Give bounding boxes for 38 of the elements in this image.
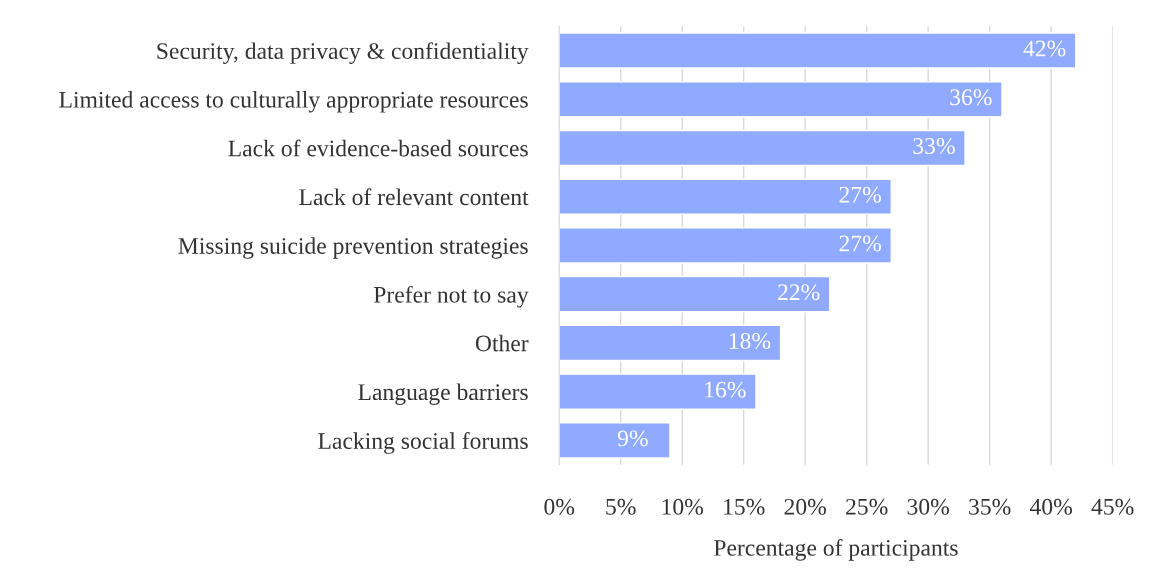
x-tick-label: 30% — [907, 498, 949, 515]
bar — [559, 129, 966, 167]
y-tick-label: Security, data privacy & confidentiality — [157, 42, 529, 64]
x-tick-label: 40% — [1029, 498, 1072, 515]
bar — [559, 178, 892, 215]
y-tick-label: Lack of relevant content — [299, 188, 529, 206]
data-label: 42% — [1023, 40, 1066, 57]
y-tick-label: Lacking social forums — [318, 432, 528, 454]
x-tick-label: 45% — [1091, 498, 1134, 515]
bar — [559, 227, 892, 264]
data-label: 22% — [778, 284, 820, 301]
x-axis-title: Percentage of participants — [714, 538, 958, 561]
data-label: 36% — [950, 89, 992, 106]
y-tick-label: Missing suicide prevention strategies — [178, 237, 528, 259]
data-label: 27% — [839, 235, 881, 252]
bar — [559, 422, 671, 459]
data-label: 33% — [913, 137, 955, 154]
x-tick-label: 15% — [724, 498, 765, 515]
x-tick-label: 10% — [662, 498, 704, 515]
bar — [559, 32, 1077, 69]
bar — [559, 373, 757, 410]
data-label: 9% — [617, 430, 648, 447]
x-tick-label: 5% — [606, 498, 636, 515]
y-tick-label: Lack of evidence-based sources — [228, 139, 528, 157]
bar — [559, 275, 831, 313]
x-tick-label: 0% — [544, 498, 575, 515]
y-tick-label: Limited access to culturally appropriate resources — [59, 91, 528, 113]
y-tick-label: Other — [475, 334, 529, 352]
data-label: 27% — [839, 186, 881, 203]
x-tick-label: 25% — [846, 498, 888, 515]
x-tick-label: 35% — [969, 498, 1011, 515]
bar — [559, 81, 1003, 118]
data-label: 18% — [729, 332, 771, 349]
y-tick-label: Language barriers — [358, 383, 528, 405]
x-tick-label: 20% — [784, 498, 827, 515]
data-label: 16% — [705, 381, 746, 398]
y-tick-label: Prefer not to say — [373, 285, 529, 308]
bar — [559, 324, 782, 362]
